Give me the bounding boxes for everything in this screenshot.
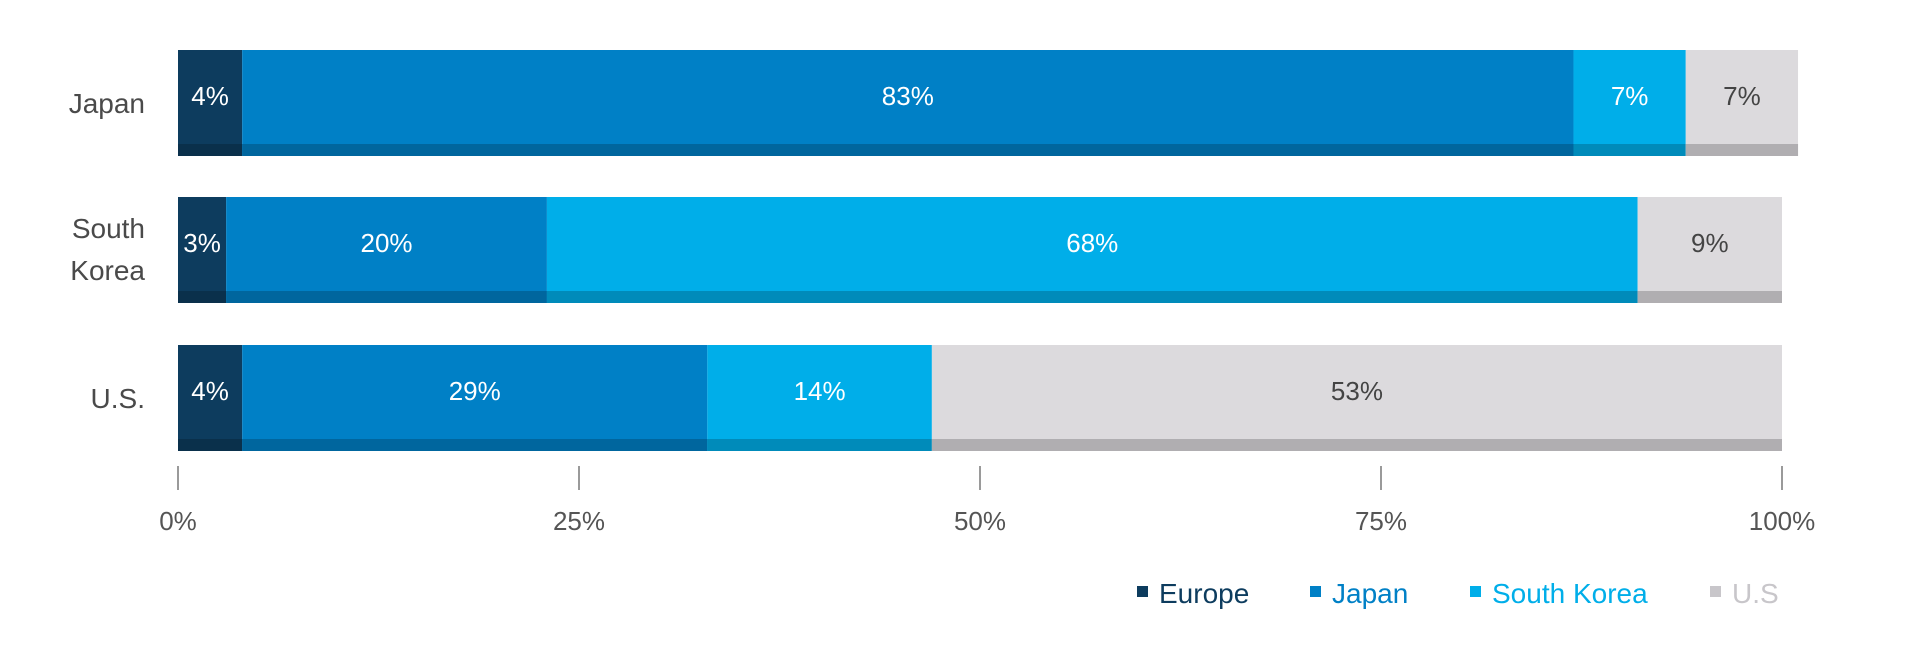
data-label-south-korea-europe: 3% — [183, 228, 221, 258]
x-axis: 0% 25% 50% 75% 100% — [159, 466, 1815, 536]
bar-segment-shade-u-s-europe — [178, 439, 243, 451]
bar-segment-shade-south-korea-japan — [226, 291, 547, 303]
data-label-japan-europe: 4% — [191, 81, 229, 111]
data-label-japan-south-korea: 7% — [1611, 81, 1649, 111]
legend-label-japan: Japan — [1332, 578, 1408, 609]
bar-segment-shade-u-s-u-s — [931, 439, 1782, 451]
bar-segment-south-korea-japan — [226, 197, 547, 303]
category-label-south-korea-line1: South — [72, 213, 145, 244]
x-tick-label-100: 100% — [1749, 506, 1816, 536]
bar-segment-south-korea-europe — [178, 197, 227, 303]
legend-swatch-europe — [1137, 586, 1148, 597]
legend-swatch-japan — [1310, 586, 1321, 597]
legend-label-south-korea: South Korea — [1492, 578, 1648, 609]
bar-segment-shade-japan-u-s — [1685, 144, 1799, 156]
bar-segment-japan-south-korea — [1573, 50, 1686, 156]
legend-label-u-s: U.S — [1732, 578, 1779, 609]
category-label-south-korea-line2: Korea — [70, 255, 145, 286]
data-label-south-korea-u-s: 9% — [1691, 228, 1729, 258]
legend-label-europe: Europe — [1159, 578, 1249, 609]
bar-segment-u-s-europe — [178, 345, 243, 451]
bar-segment-shade-japan-japan — [242, 144, 1574, 156]
bar-segment-shade-japan-europe — [178, 144, 243, 156]
bar-segment-shade-u-s-japan — [242, 439, 708, 451]
data-label-u-s-japan: 29% — [449, 376, 501, 406]
bars: 4% 83% 7% 7% 3% 20% 68% 9% 4% 29% 14% 53% — [178, 50, 1799, 451]
bar-segment-u-s-u-s — [931, 345, 1782, 451]
bar-segment-japan-u-s — [1685, 50, 1799, 156]
data-label-u-s-south-korea: 14% — [794, 376, 846, 406]
data-label-japan-u-s: 7% — [1723, 81, 1761, 111]
bar-segment-u-s-japan — [242, 345, 708, 451]
bar-segment-shade-u-s-south-korea — [707, 439, 932, 451]
x-tick-label-75: 75% — [1355, 506, 1407, 536]
x-tick-label-0: 0% — [159, 506, 197, 536]
legend: Europe Japan South Korea U.S — [1137, 578, 1779, 609]
bar-segment-shade-south-korea-u-s — [1637, 291, 1782, 303]
bar-segment-u-s-south-korea — [707, 345, 932, 451]
bar-segment-shade-south-korea-south-korea — [546, 291, 1638, 303]
bar-segment-japan-japan — [242, 50, 1574, 156]
category-label-us: U.S. — [91, 383, 145, 414]
data-label-japan-japan: 83% — [882, 81, 934, 111]
data-label-u-s-u-s: 53% — [1331, 376, 1383, 406]
bar-segment-south-korea-u-s — [1637, 197, 1782, 303]
bar-segment-shade-south-korea-europe — [178, 291, 227, 303]
x-tick-label-50: 50% — [954, 506, 1006, 536]
bar-segment-south-korea-south-korea — [546, 197, 1638, 303]
data-label-u-s-europe: 4% — [191, 376, 229, 406]
category-labels: Japan South Korea U.S. — [69, 88, 146, 414]
legend-swatch-u-s — [1710, 586, 1721, 597]
category-label-japan: Japan — [69, 88, 145, 119]
x-tick-label-25: 25% — [553, 506, 605, 536]
bar-segment-shade-japan-south-korea — [1573, 144, 1686, 156]
data-label-south-korea-japan: 20% — [360, 228, 412, 258]
legend-swatch-south-korea — [1470, 586, 1481, 597]
bar-segment-japan-europe — [178, 50, 243, 156]
data-label-south-korea-south-korea: 68% — [1066, 228, 1118, 258]
